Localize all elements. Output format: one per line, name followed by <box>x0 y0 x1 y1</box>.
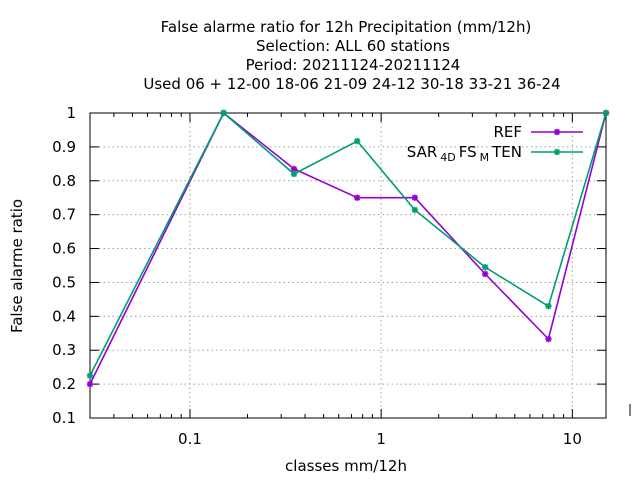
title-line-4: Used 06 + 12-00 18-06 21-09 24-12 30-18 … <box>143 75 560 93</box>
x-tick-label: 0.1 <box>178 430 202 448</box>
series-1-point <box>354 137 361 145</box>
legend-label-part: 4D <box>440 151 455 164</box>
series-0-point <box>86 380 94 388</box>
y-tick-label: 0.8 <box>52 172 76 190</box>
tick-labels: 0.1 0.2 0.3 0.4 0.5 0.6 0.7 0.8 0.9 1 0.1 1 10 <box>52 104 582 448</box>
series-0-point <box>354 194 361 201</box>
series-1-point <box>290 170 298 178</box>
series-1-point <box>481 263 489 271</box>
y-tick-label: 1 <box>66 104 76 122</box>
series-group <box>86 109 610 388</box>
y-tick-label: 0.1 <box>52 409 76 427</box>
axis-ticks <box>90 112 606 419</box>
y-tick-label: 0.3 <box>52 341 76 359</box>
legend-label-1: SAR 4D FS M TEN <box>407 143 522 164</box>
series-1-line <box>89 112 607 376</box>
x-axis-label: classes mm/12h <box>285 457 407 475</box>
legend: REF SAR 4D FS M TEN <box>407 123 583 164</box>
x-tick-label: 10 <box>563 430 582 448</box>
series-1-point <box>86 372 94 379</box>
title-line-3: Period: 20211124-20211124 <box>246 56 461 74</box>
title-line-1: False alarme ratio for 12h Precipitation… <box>161 18 532 36</box>
y-tick-label: 0.4 <box>52 307 76 325</box>
legend-marker-1 <box>553 148 561 156</box>
x-tick-label: 1 <box>376 430 386 448</box>
chart-title: False alarme ratio for 12h Precipitation… <box>143 18 560 93</box>
legend-label-part: M <box>480 151 490 164</box>
y-tick-label: 0.6 <box>52 240 76 258</box>
y-axis-label: False alarme ratio <box>8 199 26 333</box>
grid <box>90 113 606 418</box>
y-tick-label: 0.5 <box>52 273 76 291</box>
series-1-point <box>602 109 610 117</box>
series-1-point <box>220 109 227 117</box>
series-0-point <box>481 270 489 278</box>
y-tick-label: 0.7 <box>52 206 76 224</box>
legend-label-part: SAR <box>407 143 437 161</box>
legend-label-part: TEN <box>491 143 522 161</box>
title-line-2: Selection: ALL 60 stations <box>256 37 450 55</box>
plot-frame <box>89 112 607 419</box>
legend-label-part: FS <box>459 143 477 161</box>
series-0-point <box>545 335 552 343</box>
series-1-point <box>545 302 552 310</box>
legend-label-0: REF <box>493 123 522 141</box>
series-1 <box>86 109 610 379</box>
series-0-point <box>411 194 419 201</box>
series-1-point <box>411 206 419 214</box>
legend-marker-0 <box>553 128 561 136</box>
y-tick-label: 0.9 <box>52 138 76 156</box>
y-tick-label: 0.2 <box>52 375 76 393</box>
